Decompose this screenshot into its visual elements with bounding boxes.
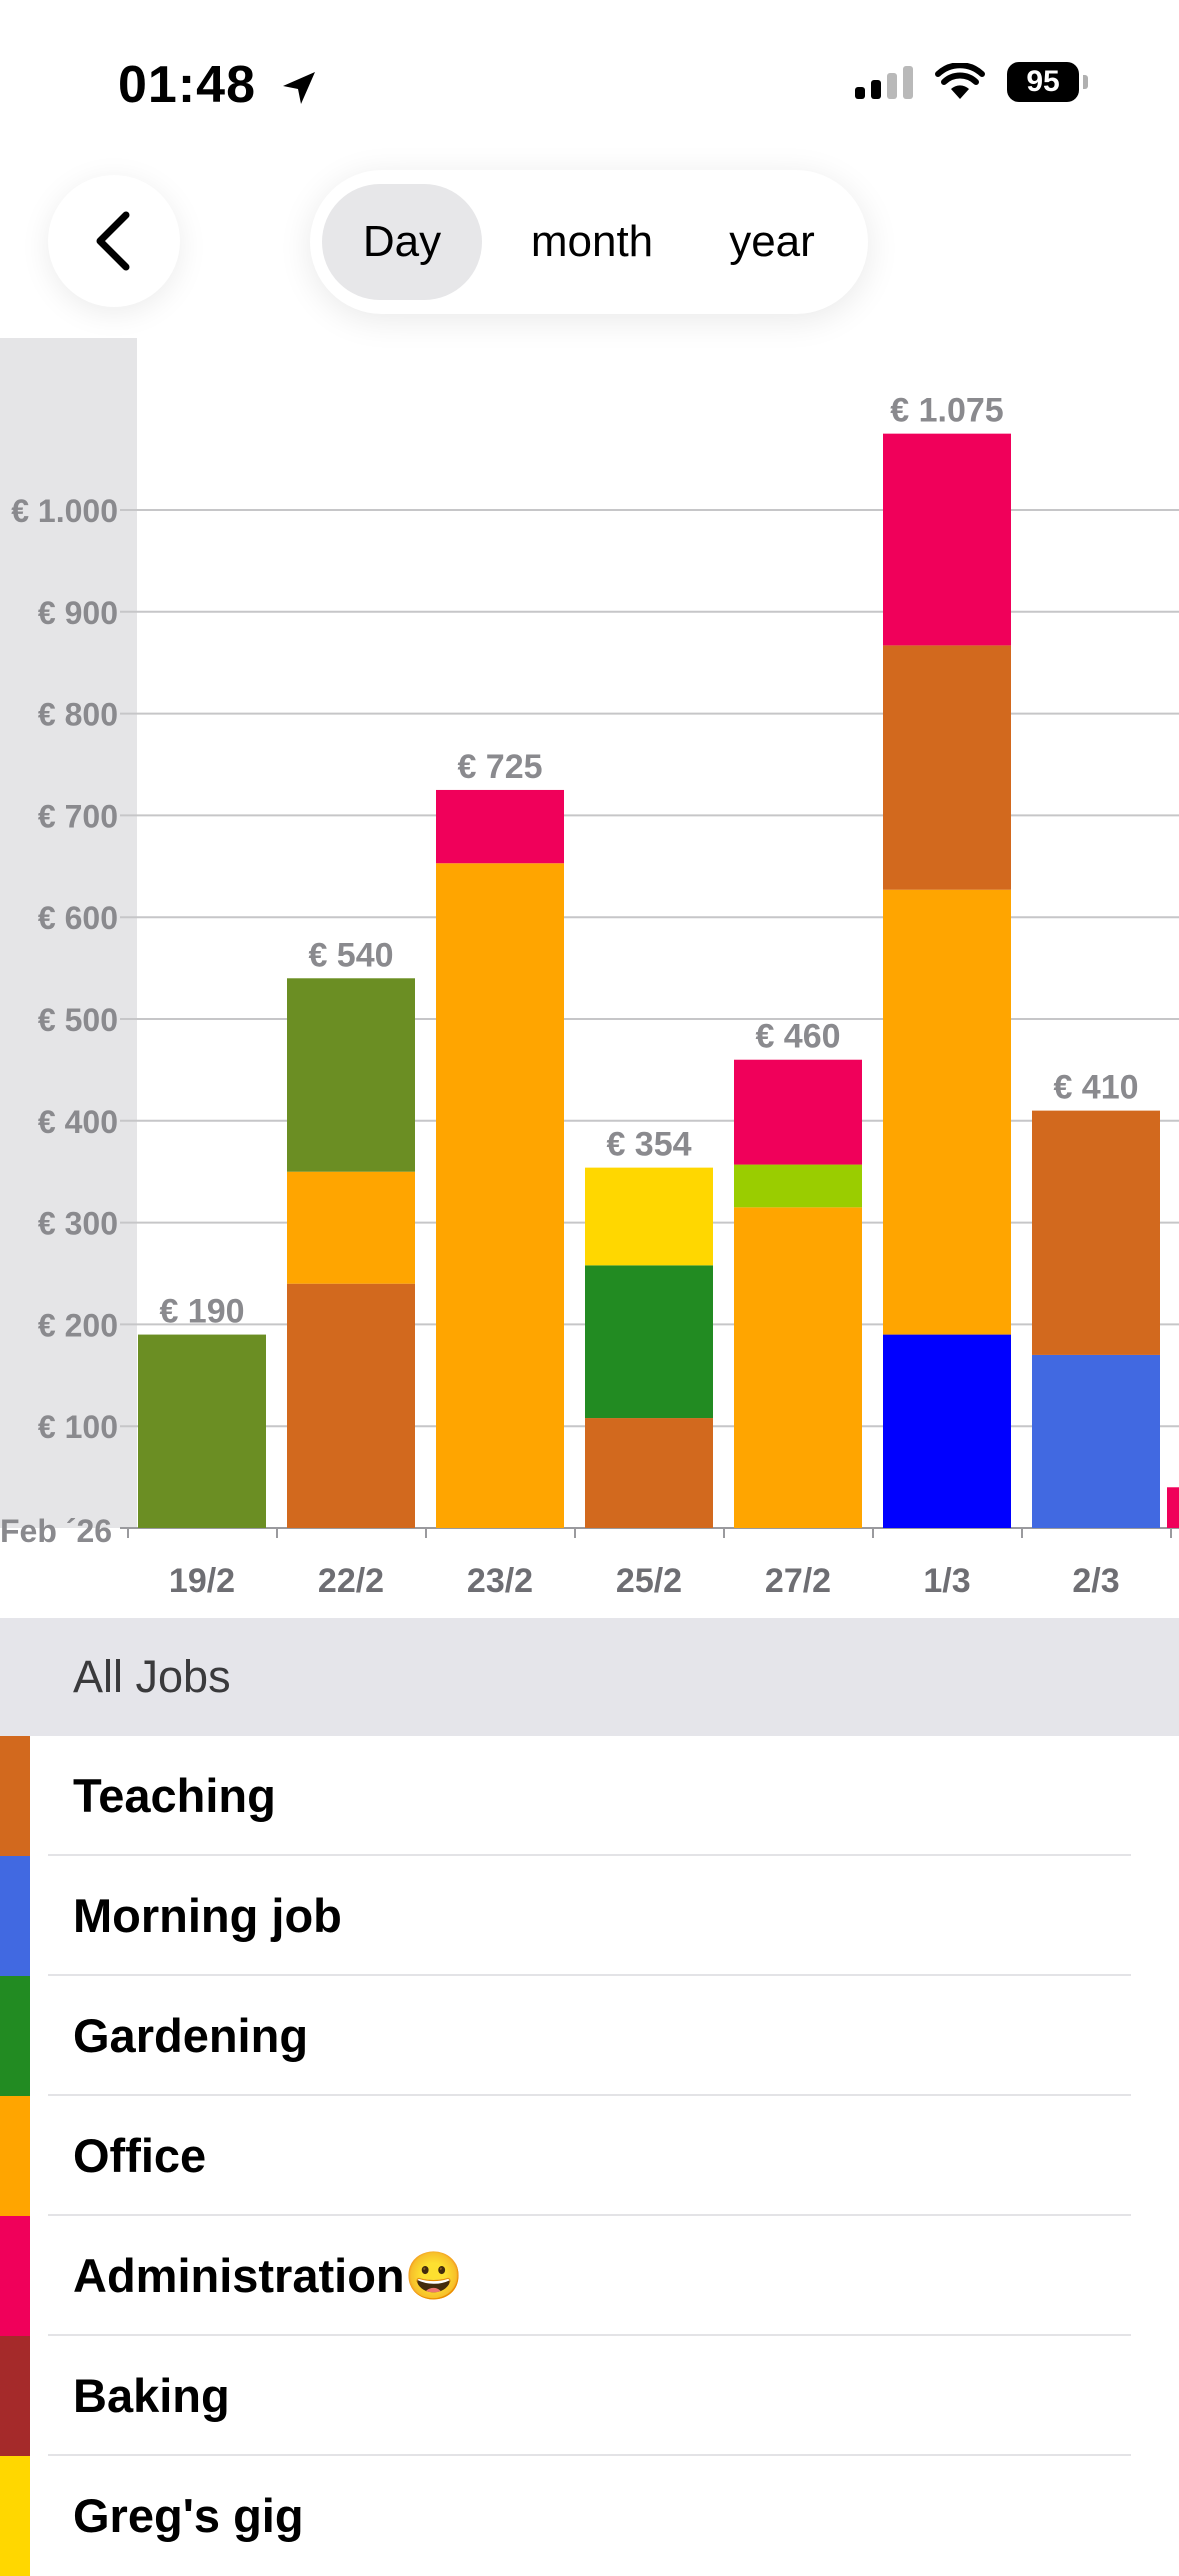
x-tick-label: 23/2 [467,1562,533,1600]
y-tick-label: € 700 [38,798,118,834]
battery-icon: 95 [1007,62,1088,102]
divider [48,2334,1131,2336]
bar-chart: € 100 € 200 € 300 € 400 € 500 € 600 € 700 € 800… [0,392,1179,1600]
cellular-signal-icon [855,65,913,99]
period-label: Feb ´26 [0,1513,112,1549]
bar-segment [734,1207,862,1528]
bar-segment [883,645,1011,890]
bar-total-label: € 540 [308,936,393,974]
y-tick-label: € 500 [38,1002,118,1038]
segment-day[interactable]: Day [322,184,482,300]
bar-total-label: € 1.075 [890,392,1003,430]
divider [48,1854,1131,1856]
status-icons: 95 [855,62,1088,102]
bar-segment [585,1265,713,1419]
y-tick-label: € 1.000 [11,493,118,529]
x-tick-label: 2/3 [1072,1562,1119,1600]
y-tick-label: € 100 [38,1409,118,1445]
bar-segment [883,433,1011,646]
bar-segment [1032,1110,1160,1355]
x-tick-label: 25/2 [616,1562,682,1600]
job-color-swatch [0,1736,30,1856]
back-button[interactable] [48,175,180,307]
job-name: Gardening [73,2009,309,2062]
divider [48,1974,1131,1976]
bar-segment [585,1167,713,1266]
job-name: Teaching [73,1769,276,1822]
job-row-gardening[interactable]: Gardening [0,1976,1179,2096]
x-tick-label: 22/2 [318,1562,384,1600]
status-time: 01:48 [118,55,319,115]
chevron-left-icon [96,211,130,271]
list-header: All Jobs [0,1618,1179,1736]
bar-total-label: € 410 [1053,1069,1138,1107]
wifi-icon [935,63,985,99]
job-name: Office [73,2129,207,2182]
bar-segment-partial [1167,1487,1179,1528]
y-tick-label: € 400 [38,1104,118,1140]
divider [48,2214,1131,2216]
job-name: Administration😀 [73,2249,464,2302]
list-header-title: All Jobs [73,1651,231,1702]
job-color-swatch [0,2336,30,2456]
bar-segment [1032,1354,1160,1528]
job-row-teaching[interactable]: Teaching [0,1736,1179,1856]
y-tick-label: € 300 [38,1206,118,1242]
y-tick-label: € 200 [38,1307,118,1343]
bar-total-label: € 725 [457,748,542,786]
job-color-swatch [0,1856,30,1976]
x-tick-label: 1/3 [923,1562,970,1600]
bar-segment [287,978,415,1172]
y-tick-label: € 900 [38,595,118,631]
job-row-baking[interactable]: Baking [0,2336,1179,2456]
job-name: Baking [73,2369,230,2422]
segment-year[interactable]: year [729,217,815,266]
job-row-administration[interactable]: Administration😀 [0,2216,1179,2336]
x-tick-label: 19/2 [169,1562,235,1600]
job-row-gregs-gig[interactable]: Greg's gig [0,2456,1179,2576]
y-tick-label: € 800 [38,697,118,733]
location-arrow-icon [283,72,316,105]
bar-segment [585,1418,713,1528]
bar-segment [883,1334,1011,1528]
divider [48,2454,1131,2456]
job-color-swatch [0,1976,30,2096]
bar-segment [287,1171,415,1284]
y-axis-band [0,338,137,1528]
bar-segment [883,889,1011,1335]
job-row-office[interactable]: Office [0,2096,1179,2216]
bar-segment [734,1164,862,1208]
bar-total-label: € 190 [159,1293,244,1331]
bar-total-label: € 354 [606,1126,691,1164]
job-color-swatch [0,2456,30,2576]
bar-segment [138,1334,266,1528]
period-segmented-control: Day month year [310,170,868,314]
job-name: Morning job [73,1889,342,1942]
earnings-chart[interactable]: € 100 € 200 € 300 € 400 € 500 € 600 € 700 € 800… [0,338,1179,1618]
bar-segment [287,1283,415,1528]
bar-total-label: € 460 [755,1018,840,1056]
segment-month[interactable]: month [530,217,654,266]
job-row-morning-job[interactable]: Morning job [0,1856,1179,1976]
clock: 01:48 [118,56,256,114]
job-color-swatch [0,2096,30,2216]
x-tick-label: 27/2 [765,1562,831,1600]
y-tick-label: € 600 [38,900,118,936]
battery-level: 95 [1026,65,1060,98]
divider [48,2094,1131,2096]
bar-segment [734,1059,862,1165]
bar-segment [436,863,564,1528]
job-color-swatch [0,2216,30,2336]
job-name: Greg's gig [73,2489,304,2542]
bar-segment [436,789,564,864]
